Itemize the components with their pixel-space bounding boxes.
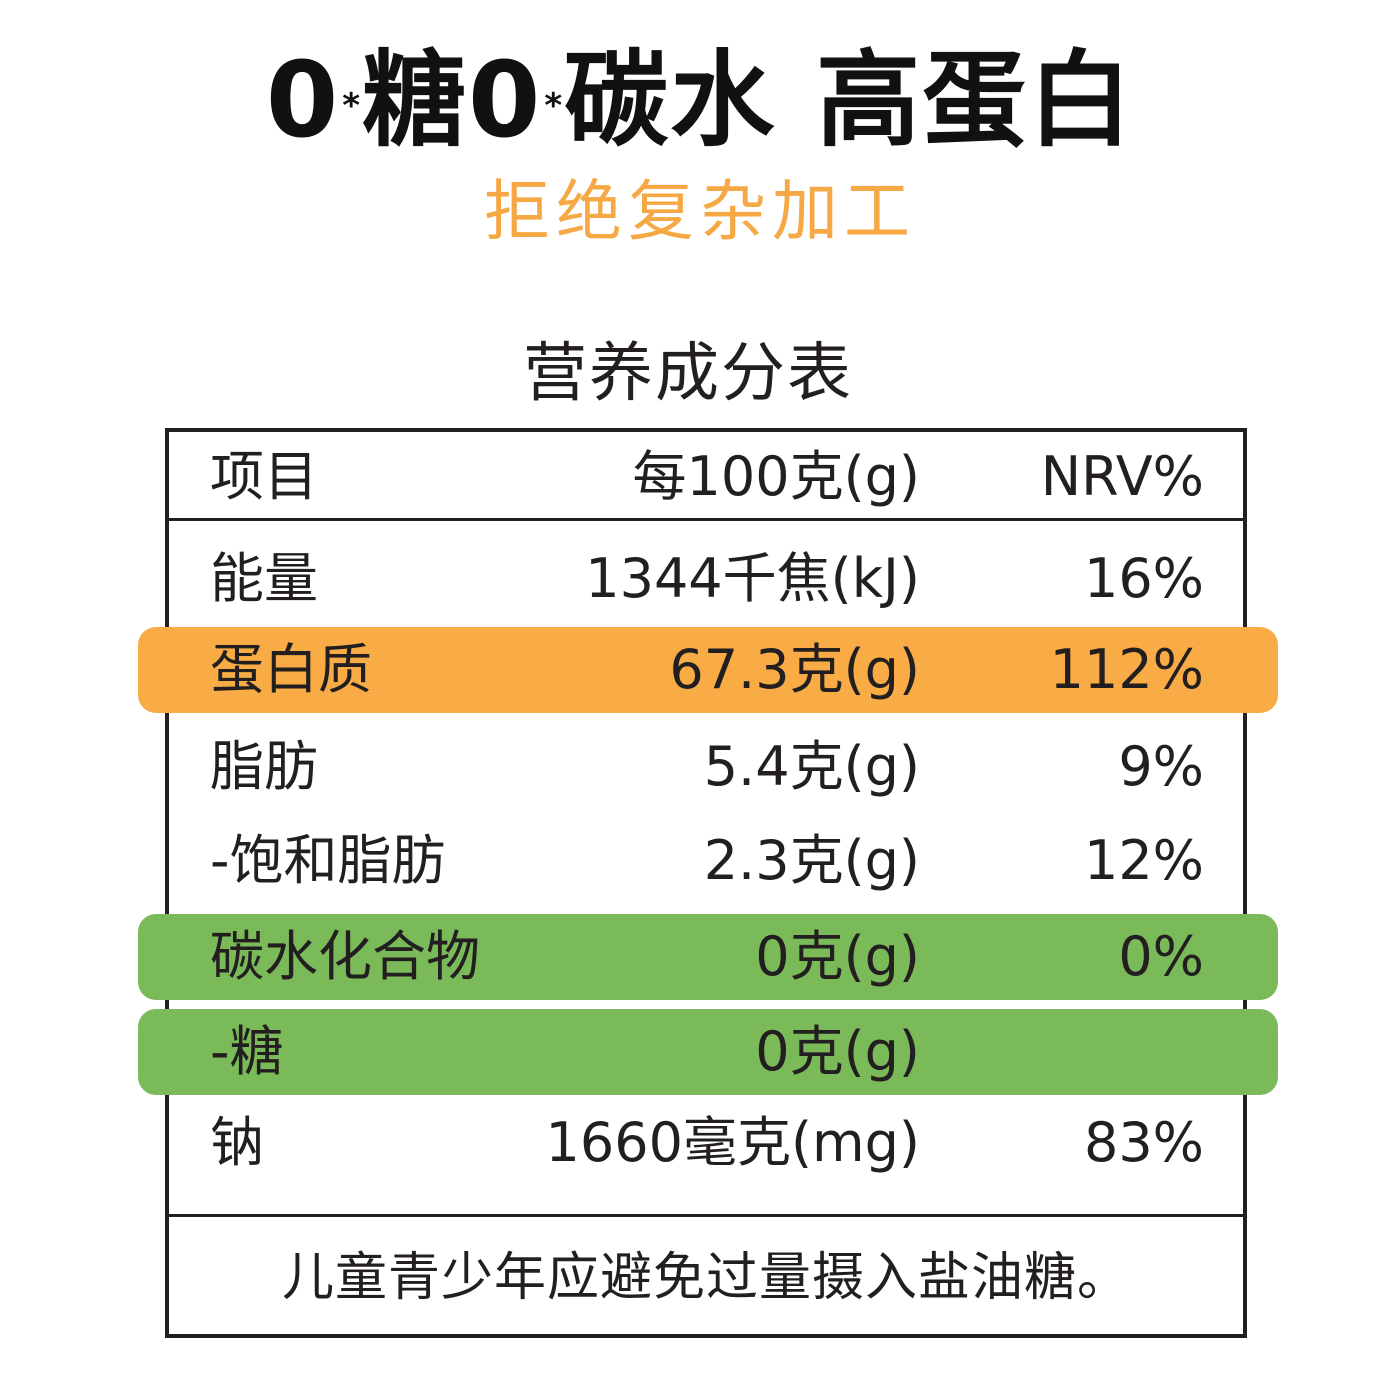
row-name: 钠 <box>210 1111 264 1174</box>
row-amount: 1344千焦(kJ) <box>585 547 920 610</box>
row-name: -饱和脂肪 <box>210 829 446 892</box>
row-amount: 1660毫克(mg) <box>545 1111 920 1174</box>
row-amount: 0克(g) <box>755 1020 920 1083</box>
row-amount: 0克(g) <box>755 925 920 988</box>
row-nrv: 112% <box>1049 638 1204 701</box>
nutrition-table <box>165 428 1247 1338</box>
headline-zero-sugar-value: 0 <box>265 39 341 161</box>
headline-sugar: 糖 <box>361 39 468 161</box>
row-nrv: 16% <box>1083 547 1204 610</box>
header-nrv: NRV% <box>1040 445 1204 508</box>
header-divider <box>169 518 1243 521</box>
table-footnote: 儿童青少年应避免过量摄入盐油糖。 <box>281 1248 1130 1308</box>
headline-asterisk: * <box>544 86 565 126</box>
row-name: 碳水化合物 <box>210 925 480 988</box>
headline-asterisk: * <box>342 86 362 126</box>
row-nrv: 9% <box>1118 735 1204 798</box>
row-amount: 2.3克(g) <box>703 829 920 892</box>
table-header-row: 项目 每100克(g) NRV% <box>210 434 1204 520</box>
table-row: 能量 1344千焦(kJ) 16% <box>210 536 1204 622</box>
headline-zero-carb-value: 0 <box>467 39 543 161</box>
row-nrv: 83% <box>1083 1111 1204 1174</box>
row-name: 能量 <box>210 547 318 610</box>
table-row: -糖 0克(g) <box>210 1009 1204 1095</box>
row-nrv: 12% <box>1083 829 1204 892</box>
table-row: 脂肪 5.4克(g) 9% <box>210 724 1204 810</box>
table-row: -饱和脂肪 2.3克(g) 12% <box>210 818 1204 904</box>
carbohydrate-row-highlight <box>138 914 1278 1000</box>
row-name: 脂肪 <box>210 735 318 798</box>
nutrition-table-title: 营养成分表 <box>523 337 853 411</box>
headline: 0*糖0*碳水 高蛋白 <box>0 40 1400 160</box>
row-amount: 5.4克(g) <box>703 735 920 798</box>
headline-carb: 碳水 <box>564 39 777 161</box>
header-per-100g: 每100克(g) <box>632 445 920 508</box>
sugar-row-highlight <box>138 1009 1278 1095</box>
row-nrv: 0% <box>1118 925 1204 988</box>
header-item: 项目 <box>210 445 318 508</box>
footnote-divider <box>169 1214 1243 1217</box>
subheadline: 拒绝复杂加工 <box>484 173 916 250</box>
table-row: 钠 1660毫克(mg) 83% <box>210 1100 1204 1186</box>
row-amount: 67.3克(g) <box>669 638 920 701</box>
row-name: -糖 <box>210 1020 284 1083</box>
protein-row-highlight <box>138 627 1278 713</box>
table-row: 碳水化合物 0克(g) 0% <box>210 914 1204 1000</box>
row-name: 蛋白质 <box>210 638 372 701</box>
table-row: 蛋白质 67.3克(g) 112% <box>210 627 1204 713</box>
headline-high-protein: 高蛋白 <box>816 39 1135 161</box>
